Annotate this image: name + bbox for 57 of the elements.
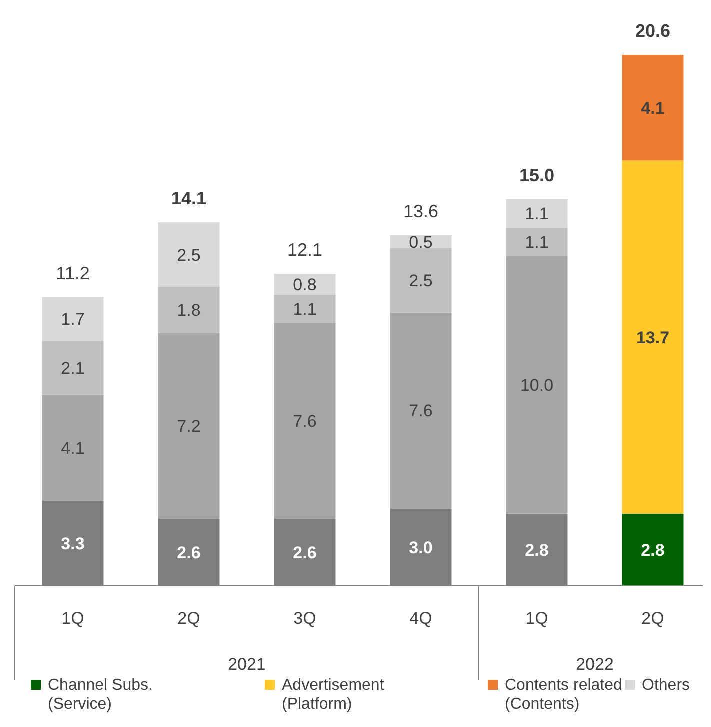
x-tick-label: 4Q — [410, 609, 432, 628]
legend-label: Others — [642, 677, 690, 694]
bar — [158, 333, 220, 519]
data-label: 13.7 — [636, 328, 670, 348]
total-label: 15.0 — [519, 165, 555, 186]
data-label: 2.5 — [177, 246, 201, 265]
data-label: 1.1 — [293, 300, 317, 319]
total-label: 14.1 — [171, 188, 207, 209]
data-label: 4.1 — [61, 439, 85, 458]
x-tick-label: 1Q — [526, 609, 548, 628]
data-label: 1.1 — [525, 204, 549, 224]
data-label: 7.6 — [293, 412, 317, 432]
bar — [42, 341, 104, 396]
text: 2022 — [576, 655, 614, 674]
legend-label: Contents related (Contents) — [505, 677, 622, 713]
text: 2021 — [228, 655, 266, 674]
bar — [622, 514, 684, 586]
x-tick-label: 2Q — [642, 609, 664, 628]
x-tick-label: 3Q — [294, 609, 316, 628]
bar — [274, 294, 336, 324]
bar — [506, 256, 568, 514]
total-label: 20.6 — [635, 21, 671, 41]
data-label: 1.8 — [177, 301, 201, 320]
bar — [158, 222, 220, 287]
total-label: 13.6 — [403, 201, 439, 222]
x-tick-label: 1Q — [62, 609, 84, 628]
total-label: 11.2 — [56, 263, 90, 284]
data-label: 3.0 — [409, 538, 433, 558]
data-label: 7.6 — [409, 402, 433, 421]
data-label: 7.2 — [177, 417, 201, 436]
bar — [506, 228, 568, 256]
data-label: 2.8 — [641, 540, 665, 560]
bar — [274, 323, 336, 519]
legend-label: Channel Subs. (Service) — [48, 677, 153, 713]
data-label: 2.5 — [409, 272, 433, 291]
data-label: 0.8 — [293, 275, 317, 294]
bar — [622, 160, 684, 514]
total-label: 12.1 — [287, 240, 323, 260]
bar — [42, 297, 104, 342]
bar — [158, 286, 220, 334]
data-label: 10.0 — [520, 376, 554, 395]
data-label: 1.7 — [61, 310, 85, 330]
data-label: 1.1 — [525, 232, 549, 252]
legend-label: Advertisement (Platform) — [282, 677, 385, 713]
data-label: 0.5 — [409, 232, 433, 252]
x-tick-label: 2Q — [178, 609, 200, 628]
bar — [390, 248, 452, 313]
bar — [506, 199, 568, 228]
bar — [42, 395, 104, 501]
bar — [622, 55, 684, 161]
data-label: 2.8 — [525, 540, 549, 560]
data-label: 3.3 — [61, 534, 85, 554]
bar — [390, 312, 452, 509]
data-label: 4.1 — [641, 98, 665, 118]
data-label: 2.1 — [61, 359, 85, 378]
data-label: 2.6 — [293, 543, 317, 562]
data-label: 2.6 — [177, 543, 201, 562]
